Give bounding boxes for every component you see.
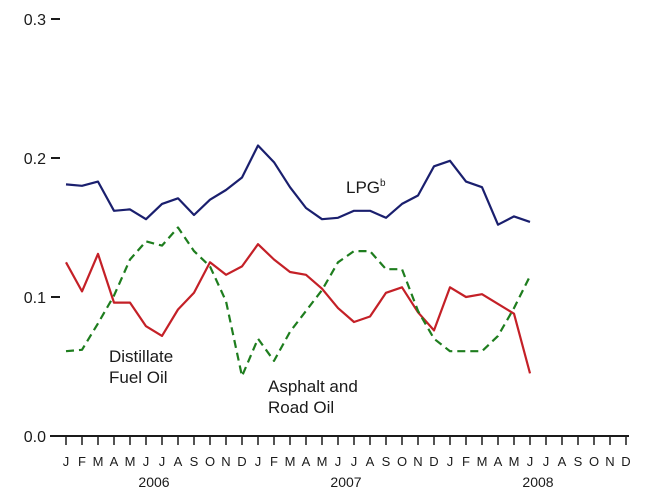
x-tick-label: M	[509, 454, 520, 469]
x-tick-label: O	[589, 454, 599, 469]
x-tick-label: J	[159, 454, 166, 469]
series-line-distillate-fuel-oil	[65, 243, 532, 374]
x-tick-label: J	[351, 454, 358, 469]
x-tick-label: F	[462, 454, 470, 469]
x-tick-label: N	[605, 454, 614, 469]
x-tick-label: D	[429, 454, 438, 469]
y-tick-label: 0.3	[24, 12, 46, 29]
x-tick-label: J	[255, 454, 262, 469]
series-labels: LPGb Distillate Fuel Oil Asphalt and Road Oi…	[109, 178, 386, 417]
x-tick-label: S	[382, 454, 391, 469]
x-tick-label: J	[447, 454, 454, 469]
year-label: 2008	[522, 474, 553, 490]
x-tick-label: A	[302, 454, 311, 469]
x-tick-label: N	[221, 454, 230, 469]
series-label-lpg: LPGb	[346, 178, 386, 197]
y-tick-label: 0.1	[24, 290, 46, 307]
x-tick-label: A	[110, 454, 119, 469]
x-tick-label: M	[285, 454, 296, 469]
axes: 0.00.10.20.3J F M A M J J A S O N D J F M A M J J A S O N D J F M A…	[24, 12, 631, 490]
series-label-distillate-fuel-oil: Distillate Fuel Oil	[109, 347, 173, 387]
year-label: 2007	[330, 474, 361, 490]
y-tick-label: 0.2	[24, 151, 46, 168]
x-tick-label: S	[574, 454, 583, 469]
x-tick-label: A	[174, 454, 183, 469]
x-tick-label: M	[317, 454, 328, 469]
x-tick-label: O	[205, 454, 215, 469]
x-tick-label: F	[270, 454, 278, 469]
series-label-asphalt-and-road-oil: Asphalt and Road Oil	[268, 377, 358, 417]
y-tick-label: 0.0	[24, 429, 46, 446]
x-tick-label: A	[494, 454, 503, 469]
x-tick-label: S	[190, 454, 199, 469]
x-tick-label: J	[335, 454, 342, 469]
year-label: 2006	[138, 474, 169, 490]
x-tick-label: J	[543, 454, 550, 469]
x-tick-label: M	[477, 454, 488, 469]
series-layer	[65, 144, 532, 378]
x-tick-label: M	[93, 454, 104, 469]
x-tick-label: M	[125, 454, 136, 469]
x-tick-label: J	[63, 454, 70, 469]
x-tick-label: J	[527, 454, 534, 469]
x-tick-label: D	[237, 454, 246, 469]
x-tick-label: F	[78, 454, 86, 469]
x-tick-label: O	[397, 454, 407, 469]
x-tick-label: A	[558, 454, 567, 469]
x-tick-label: A	[366, 454, 375, 469]
x-tick-label: J	[143, 454, 150, 469]
x-tick-label: N	[413, 454, 422, 469]
series-line-lpg	[65, 144, 531, 226]
x-tick-label: D	[621, 454, 630, 469]
